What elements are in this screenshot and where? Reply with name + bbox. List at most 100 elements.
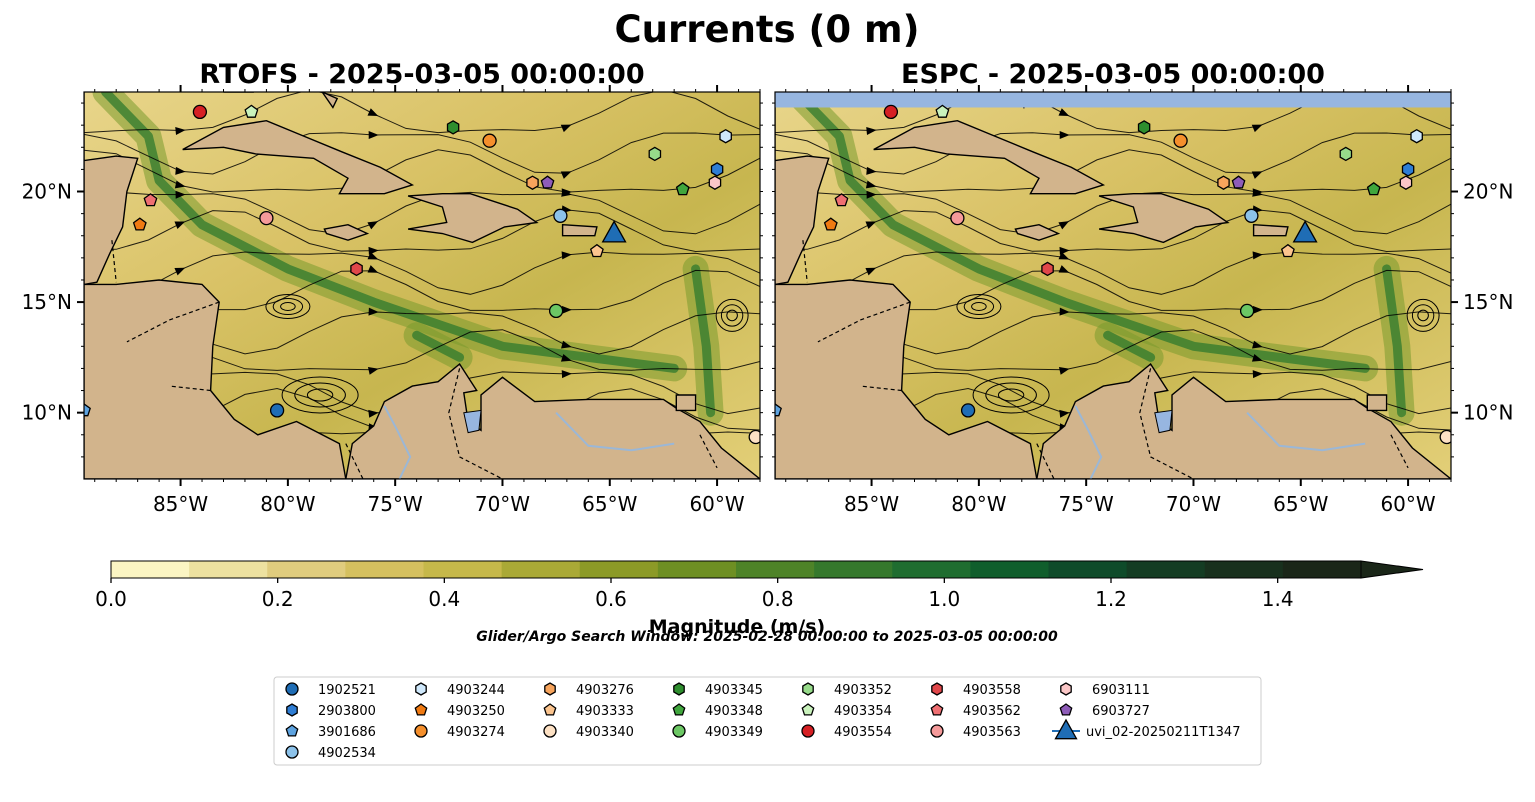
legend-entry-label: 4903354 bbox=[834, 704, 892, 719]
colorbar-segment bbox=[1204, 561, 1284, 578]
legend-marker bbox=[672, 724, 686, 738]
land bbox=[323, 223, 370, 241]
eddy-streamline bbox=[280, 302, 296, 311]
streamline-arrow bbox=[1252, 305, 1263, 314]
streamline-arrow bbox=[560, 353, 572, 362]
eddy-streamline bbox=[715, 298, 749, 332]
float-marker-3901686 bbox=[775, 403, 782, 417]
streamline-arrow bbox=[560, 124, 572, 133]
streamline-arrow bbox=[866, 126, 877, 135]
eddy-streamline bbox=[281, 376, 359, 414]
streamline-arrow bbox=[368, 307, 379, 316]
land bbox=[1252, 223, 1289, 237]
colorbar-tick-label: 0.4 bbox=[428, 587, 460, 611]
land bbox=[1014, 223, 1061, 241]
float-marker-4903354 bbox=[935, 104, 950, 118]
float-marker-6903727 bbox=[1231, 175, 1246, 189]
streamline-arrow bbox=[367, 108, 379, 117]
eddy-streamline bbox=[306, 388, 334, 402]
colorbar-tick-label: 0.0 bbox=[95, 587, 127, 611]
streamline bbox=[84, 251, 760, 295]
streamline-arrow bbox=[174, 267, 186, 276]
eddy-streamline bbox=[956, 294, 1002, 319]
y-tick-label: 10°N bbox=[1463, 401, 1513, 425]
float-marker-4903554 bbox=[883, 104, 899, 120]
x-tick-label: 60°W bbox=[1380, 492, 1435, 516]
y-tick-label: 10°N bbox=[22, 401, 72, 425]
colorbar-segment bbox=[892, 561, 971, 578]
eddy-streamline bbox=[726, 309, 738, 322]
colorbar-segment bbox=[423, 561, 503, 578]
float-marker-2903800 bbox=[1401, 162, 1415, 177]
land bbox=[775, 92, 830, 286]
eddy-streamline bbox=[265, 294, 311, 319]
float-marker-4903352 bbox=[1339, 146, 1353, 162]
float-marker-4903250 bbox=[823, 217, 838, 231]
strong-current-core bbox=[691, 264, 716, 418]
land bbox=[1098, 192, 1230, 244]
legend-entry-label: 4903333 bbox=[576, 704, 634, 719]
country-border bbox=[448, 368, 503, 479]
streamline-arrow bbox=[866, 190, 877, 199]
legend-marker bbox=[930, 703, 944, 716]
land bbox=[182, 119, 415, 195]
strong-current-core bbox=[412, 330, 465, 362]
streamline-arrow bbox=[1252, 188, 1263, 197]
eddy-streamline bbox=[720, 304, 744, 327]
streamline-arrow bbox=[1251, 171, 1263, 179]
legend-entry-label: 4903340 bbox=[576, 725, 634, 740]
legend-marker bbox=[672, 703, 686, 716]
x-tick-label: 65°W bbox=[1273, 492, 1328, 516]
country-border bbox=[111, 240, 117, 283]
float-marker-4903348 bbox=[1366, 181, 1381, 196]
float-marker-4903354 bbox=[244, 104, 259, 118]
float-marker-4903340 bbox=[748, 429, 760, 445]
streamline bbox=[84, 209, 760, 253]
legend-entry-label: 2903800 bbox=[318, 704, 376, 719]
float-marker-4903352 bbox=[648, 146, 662, 162]
colorbar-segment bbox=[1282, 561, 1362, 578]
legend-entry-label: 1902521 bbox=[318, 683, 376, 698]
x-tick-label: 70°W bbox=[475, 492, 530, 516]
streamline-arrow bbox=[1059, 131, 1070, 140]
legend-entry-label: 4903274 bbox=[447, 725, 505, 740]
espc-map-panel: ESPC - 2025-03-05 00:00:00 85°W 80°W 75°W 7… bbox=[772, 59, 1513, 516]
legend-entry-label: 4902534 bbox=[318, 746, 376, 761]
streamline-arrow bbox=[560, 171, 572, 179]
y-tick-label: 15°N bbox=[1463, 290, 1513, 314]
streamline-arrow bbox=[1058, 108, 1070, 117]
legend-marker bbox=[1059, 703, 1073, 716]
eddy-streamline bbox=[294, 382, 346, 408]
streamline-arrow bbox=[1059, 307, 1070, 316]
x-tick-label: 80°W bbox=[260, 492, 315, 516]
legend-entry-label: uvi_02-20250211T1347 bbox=[1086, 725, 1240, 740]
map-frame bbox=[774, 91, 1452, 480]
legend-entry-label: 4903349 bbox=[705, 725, 763, 740]
legend-entry-label: 4903563 bbox=[963, 725, 1021, 740]
colorbar-segment bbox=[111, 561, 190, 578]
legend-entry-label: 6903727 bbox=[1092, 704, 1150, 719]
float-marker-4903345 bbox=[446, 120, 460, 135]
land bbox=[775, 279, 1038, 479]
float-legend: 1902521 2903800 3901686 4902534 4903244 49032… bbox=[273, 676, 1262, 766]
colorbar-label: Magnitude (m/s) bbox=[649, 616, 826, 638]
streamline-arrow bbox=[1251, 124, 1263, 133]
land bbox=[84, 279, 347, 479]
land bbox=[675, 394, 697, 412]
colorbar-segment bbox=[189, 561, 268, 578]
float-marker-2903800 bbox=[710, 162, 724, 177]
streamline bbox=[775, 251, 1451, 295]
country-border bbox=[1390, 434, 1409, 469]
float-marker-4903250 bbox=[132, 217, 147, 231]
x-tick-label: 65°W bbox=[582, 492, 637, 516]
float-marker-4903244 bbox=[1410, 128, 1423, 144]
rtofs-panel-title: RTOFS - 2025-03-05 00:00:00 bbox=[199, 59, 644, 90]
legend-entry-label: 3901686 bbox=[318, 725, 376, 740]
streamline-arrow bbox=[175, 190, 186, 199]
country-border bbox=[802, 240, 808, 283]
float-marker-4903276 bbox=[1217, 175, 1230, 190]
colorbar-segment bbox=[501, 561, 581, 578]
legend-marker bbox=[415, 682, 427, 696]
streamline-arrow bbox=[174, 180, 186, 189]
legend-entry-label: 4903558 bbox=[963, 683, 1021, 698]
